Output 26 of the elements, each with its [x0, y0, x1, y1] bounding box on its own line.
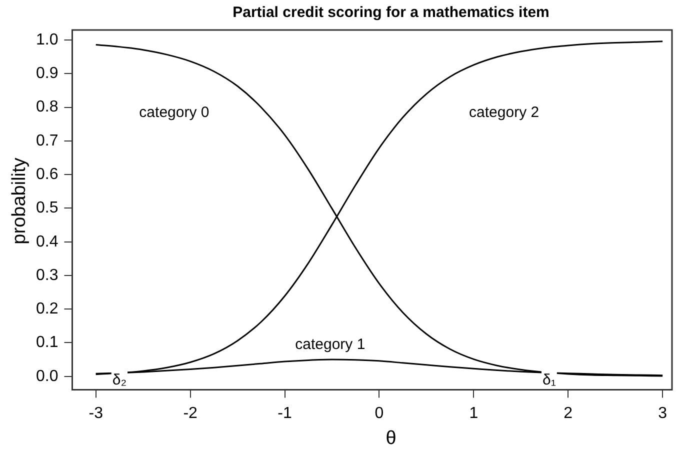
x-tick-label: 1	[469, 404, 478, 422]
y-tick-label: 0.4	[36, 233, 58, 250]
y-tick-label: 0.7	[36, 132, 58, 150]
x-tick-label: 2	[564, 404, 573, 422]
series-label: category 1	[295, 336, 366, 353]
y-tick-label: 1.0	[36, 31, 58, 48]
x-tick-label: 3	[658, 404, 668, 422]
chart-title: Partial credit scoring for a mathematics item	[232, 4, 550, 21]
x-tick-label: -2	[183, 404, 198, 422]
y-tick-label: 0.5	[36, 200, 58, 217]
x-tick-label: 0	[374, 404, 384, 422]
x-axis-title: θ	[384, 428, 398, 450]
x-tick-label: -1	[278, 404, 292, 422]
text: category 2	[469, 104, 540, 121]
y-tick-label: 0.2	[36, 300, 58, 318]
y-tick-label: 0.0	[36, 368, 58, 385]
x-tick-label: -3	[88, 404, 104, 422]
y-tick-label: 0.3	[36, 266, 58, 284]
y-tick-label: 0.8	[36, 98, 58, 116]
y-tick-label: 0.6	[36, 166, 58, 183]
y-tick-label: 0.9	[36, 65, 58, 82]
y-tick-label: 0.1	[36, 334, 58, 352]
annotation: δ₂	[112, 372, 127, 389]
y-axis-title: probability	[9, 156, 31, 246]
text: category 0	[139, 104, 210, 121]
annotation: δ₁	[542, 372, 556, 389]
